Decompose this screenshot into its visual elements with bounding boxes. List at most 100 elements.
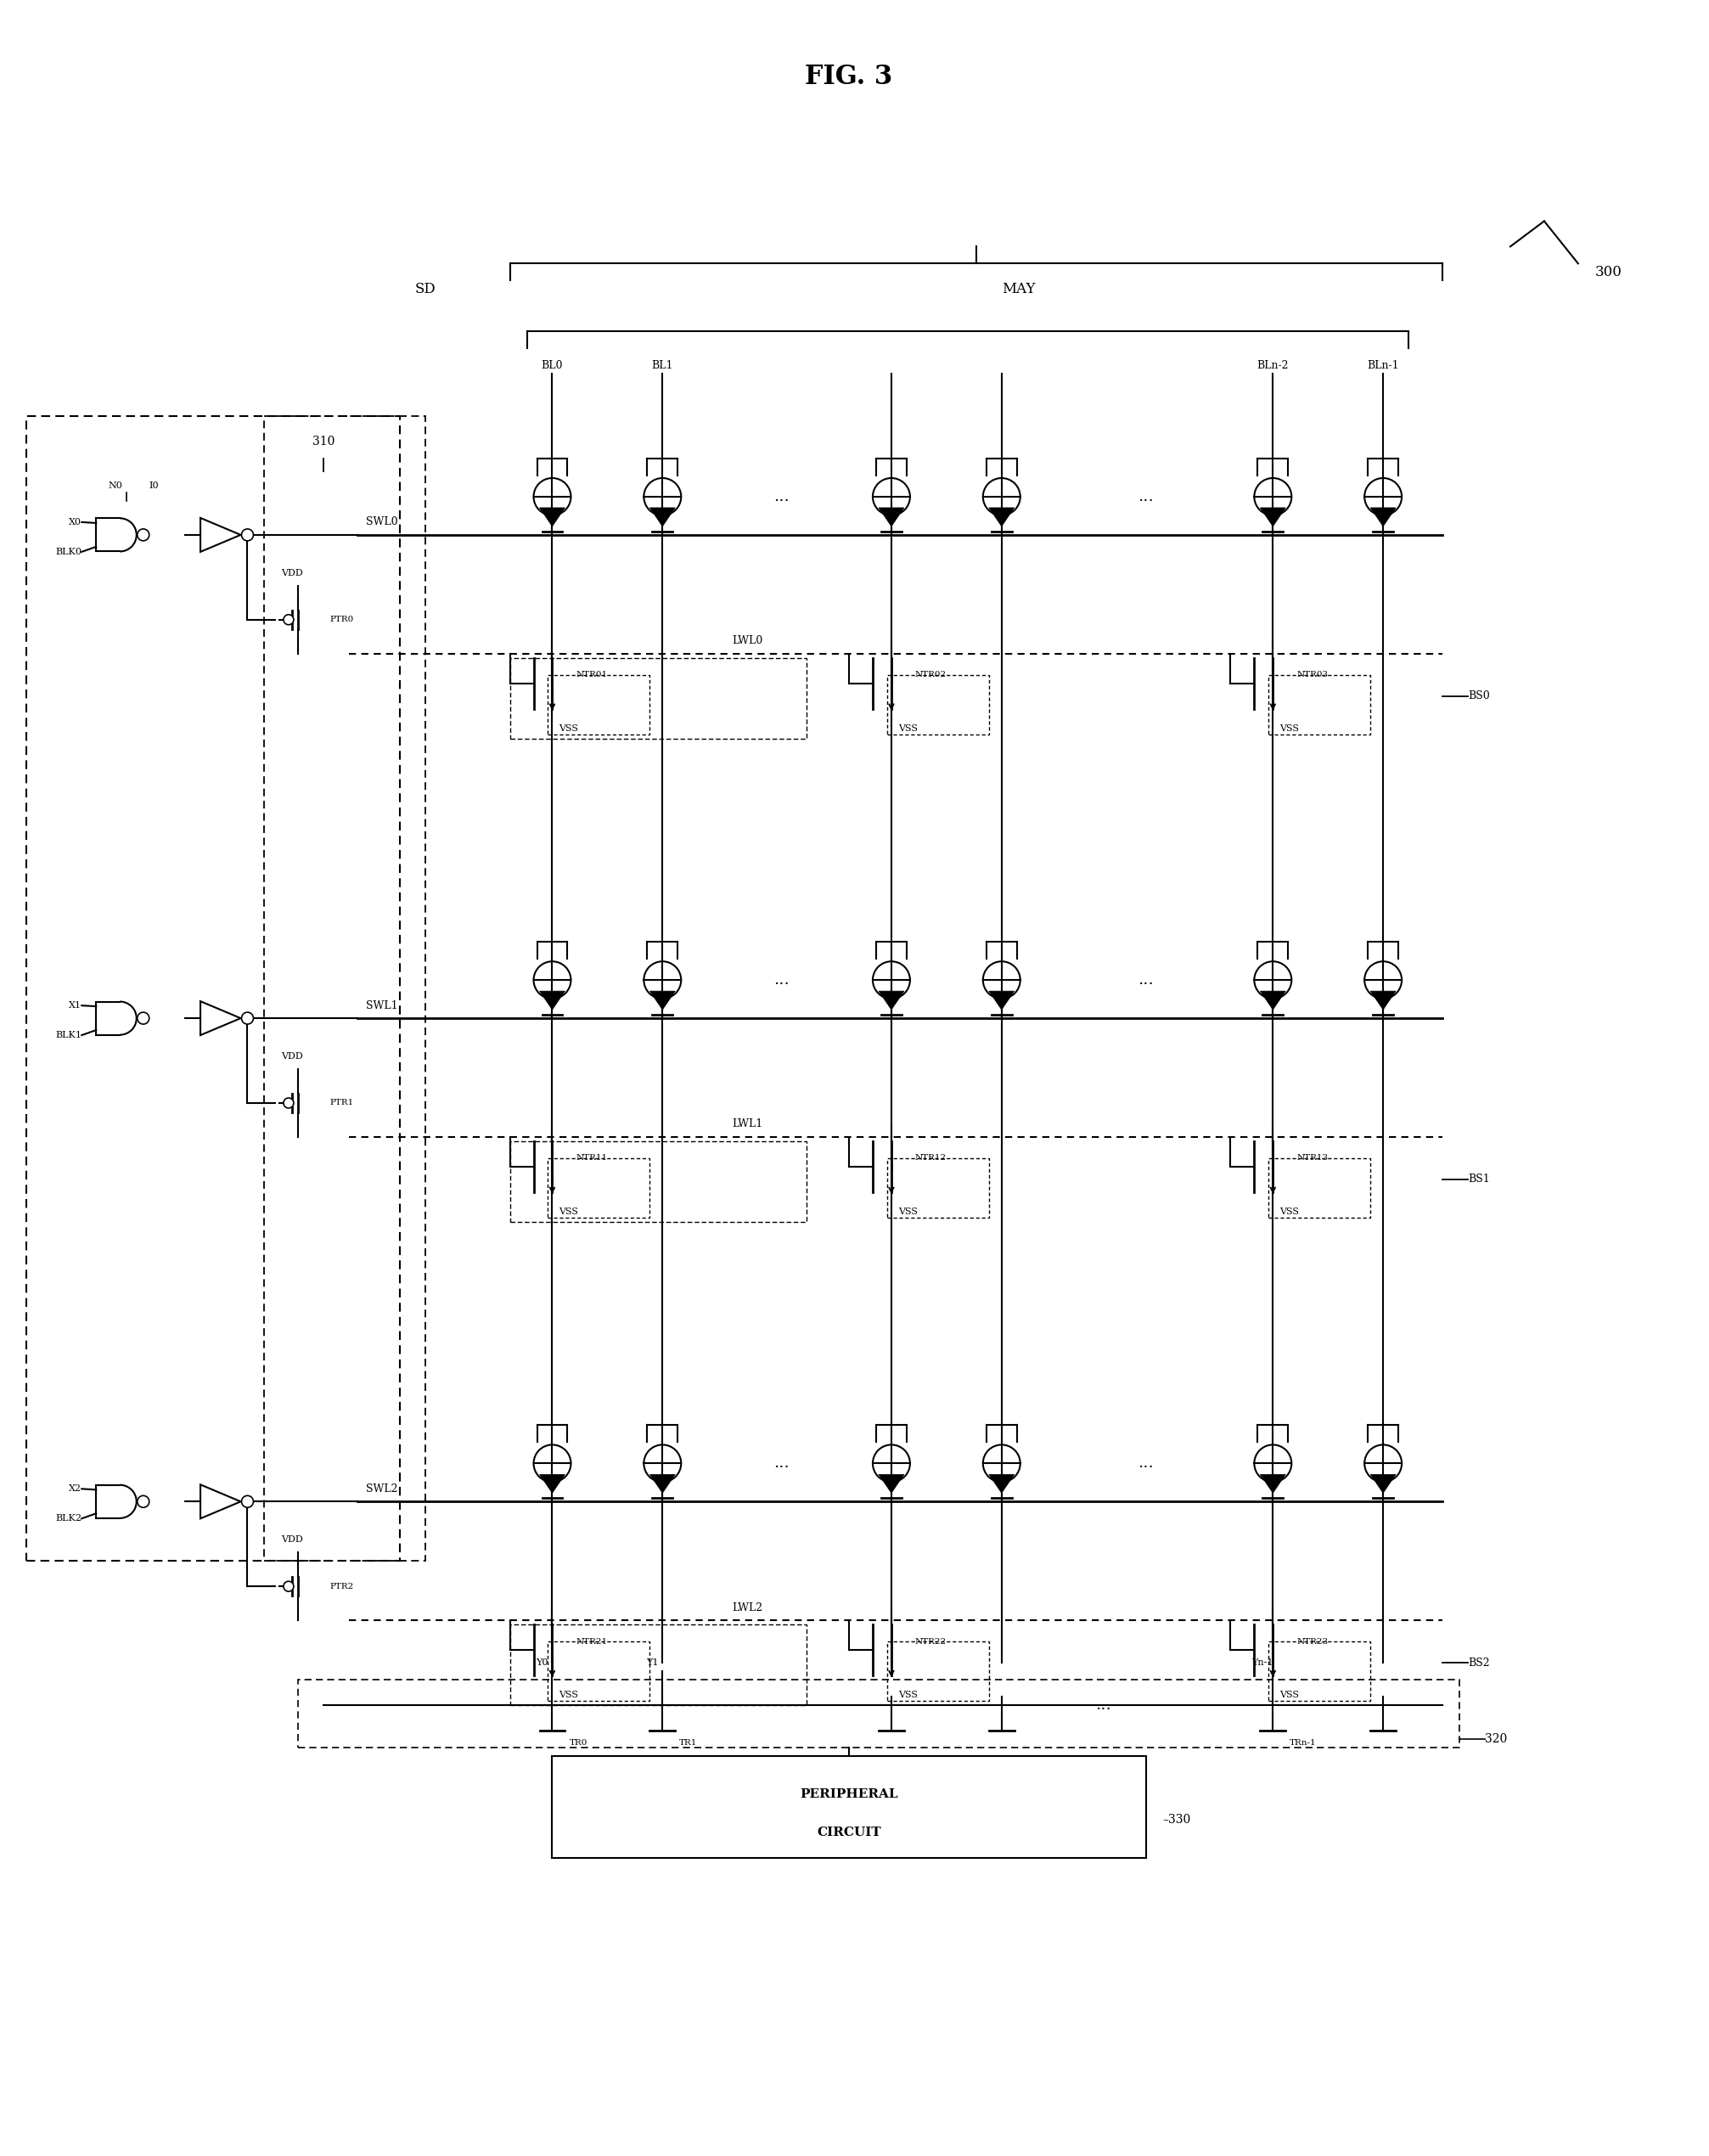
Polygon shape xyxy=(1371,507,1396,526)
Text: NTR03: NTR03 xyxy=(1297,671,1328,679)
Text: PTR2: PTR2 xyxy=(330,1583,354,1591)
Text: CIRCUIT: CIRCUIT xyxy=(817,1826,882,1839)
Polygon shape xyxy=(1371,992,1396,1009)
Text: Yn-1: Yn-1 xyxy=(1253,1658,1273,1667)
Text: ...: ... xyxy=(1138,1455,1154,1470)
Text: NTR13: NTR13 xyxy=(1297,1153,1328,1162)
Text: X1: X1 xyxy=(68,1000,82,1009)
Text: ...: ... xyxy=(772,489,790,505)
Text: 300: 300 xyxy=(1594,265,1622,280)
Polygon shape xyxy=(1260,992,1285,1009)
Text: 320: 320 xyxy=(1485,1733,1507,1744)
Text: VSS: VSS xyxy=(899,1690,918,1699)
Text: TRn-1: TRn-1 xyxy=(1290,1740,1316,1746)
Text: VDD: VDD xyxy=(280,1535,302,1544)
Text: BS2: BS2 xyxy=(1468,1658,1490,1669)
Text: PTR0: PTR0 xyxy=(330,617,354,623)
Circle shape xyxy=(137,528,149,541)
Text: BL0: BL0 xyxy=(542,360,562,371)
Text: NTR23: NTR23 xyxy=(1297,1639,1328,1645)
Text: BLK1: BLK1 xyxy=(55,1031,82,1039)
Bar xyxy=(509,1623,807,1705)
Polygon shape xyxy=(990,1475,1015,1494)
Text: BLn-2: BLn-2 xyxy=(1258,360,1289,371)
Bar xyxy=(509,1141,807,1222)
Text: MAY: MAY xyxy=(1001,282,1036,295)
Text: LWL0: LWL0 xyxy=(731,636,762,647)
Text: VDD: VDD xyxy=(280,569,302,578)
Polygon shape xyxy=(540,992,566,1009)
Polygon shape xyxy=(990,992,1015,1009)
Polygon shape xyxy=(1260,1475,1285,1494)
Text: BLn-1: BLn-1 xyxy=(1367,360,1400,371)
Text: VSS: VSS xyxy=(1280,724,1299,733)
Text: NTR02: NTR02 xyxy=(914,671,947,679)
Bar xyxy=(263,416,426,1561)
Text: SWL0: SWL0 xyxy=(366,517,398,528)
Text: –330: –330 xyxy=(1162,1813,1191,1826)
Text: TR0: TR0 xyxy=(569,1740,588,1746)
Text: NTR11: NTR11 xyxy=(576,1153,607,1162)
Polygon shape xyxy=(878,992,904,1009)
Bar xyxy=(297,1680,1459,1749)
Bar xyxy=(27,416,400,1561)
Bar xyxy=(509,658,807,737)
Polygon shape xyxy=(878,507,904,526)
Text: Y1: Y1 xyxy=(646,1658,658,1667)
Circle shape xyxy=(284,614,294,625)
Text: I0: I0 xyxy=(149,481,159,489)
Text: X0: X0 xyxy=(68,517,82,526)
Text: SD: SD xyxy=(415,282,436,295)
Circle shape xyxy=(284,1097,294,1108)
Polygon shape xyxy=(649,1475,675,1494)
Text: NTR01: NTR01 xyxy=(576,671,607,679)
Text: VSS: VSS xyxy=(899,724,918,733)
Text: VSS: VSS xyxy=(899,1207,918,1216)
Text: VSS: VSS xyxy=(559,1207,579,1216)
Circle shape xyxy=(241,1496,253,1507)
Text: BLK2: BLK2 xyxy=(55,1514,82,1522)
Text: VSS: VSS xyxy=(1280,1207,1299,1216)
Text: Y0: Y0 xyxy=(537,1658,549,1667)
Text: VSS: VSS xyxy=(559,1690,579,1699)
Text: VDD: VDD xyxy=(280,1052,302,1061)
Polygon shape xyxy=(540,507,566,526)
Text: TR1: TR1 xyxy=(680,1740,697,1746)
Polygon shape xyxy=(1371,1475,1396,1494)
Text: SWL1: SWL1 xyxy=(366,1000,398,1011)
Text: PTR1: PTR1 xyxy=(330,1100,354,1106)
Polygon shape xyxy=(540,1475,566,1494)
Circle shape xyxy=(137,1496,149,1507)
Text: SWL2: SWL2 xyxy=(366,1483,398,1494)
Circle shape xyxy=(241,1013,253,1024)
Text: ...: ... xyxy=(1138,972,1154,987)
Text: ...: ... xyxy=(772,1455,790,1470)
Text: ...: ... xyxy=(1095,1697,1111,1712)
Text: NTR21: NTR21 xyxy=(576,1639,607,1645)
Polygon shape xyxy=(1260,507,1285,526)
Text: N0: N0 xyxy=(108,481,123,489)
Text: BL1: BL1 xyxy=(651,360,673,371)
Polygon shape xyxy=(990,507,1015,526)
Text: VSS: VSS xyxy=(559,724,579,733)
Text: PERIPHERAL: PERIPHERAL xyxy=(800,1787,897,1800)
Circle shape xyxy=(241,528,253,541)
Polygon shape xyxy=(649,507,675,526)
Circle shape xyxy=(284,1580,294,1591)
Text: NTR12: NTR12 xyxy=(914,1153,947,1162)
Text: 310: 310 xyxy=(313,436,335,448)
Text: X2: X2 xyxy=(68,1485,82,1494)
Text: ...: ... xyxy=(1138,489,1154,505)
Text: LWL2: LWL2 xyxy=(731,1602,762,1613)
Text: BS0: BS0 xyxy=(1468,690,1490,701)
Text: VSS: VSS xyxy=(1280,1690,1299,1699)
Polygon shape xyxy=(878,1475,904,1494)
Circle shape xyxy=(137,1013,149,1024)
Text: BLK0: BLK0 xyxy=(55,548,82,556)
Polygon shape xyxy=(649,992,675,1009)
Text: NTR22: NTR22 xyxy=(914,1639,947,1645)
Text: ...: ... xyxy=(772,972,790,987)
Text: BS1: BS1 xyxy=(1468,1173,1490,1186)
Text: LWL1: LWL1 xyxy=(731,1119,762,1130)
Text: FIG. 3: FIG. 3 xyxy=(805,65,892,91)
